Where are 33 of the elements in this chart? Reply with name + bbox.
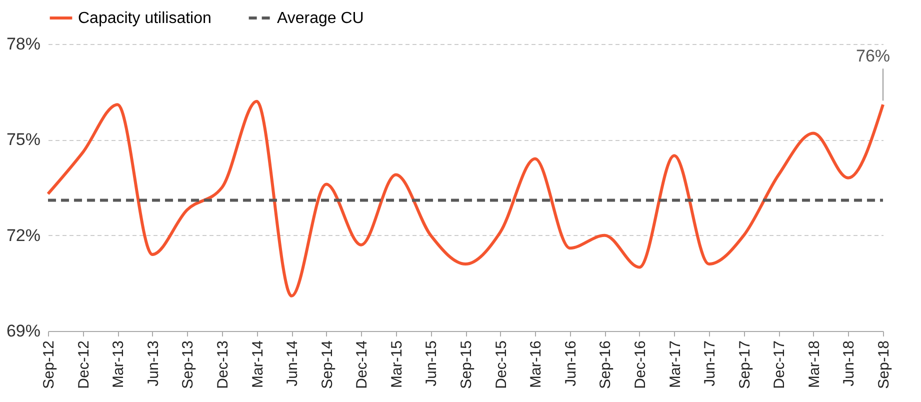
x-tick-label: Sep-12 xyxy=(40,340,58,389)
x-tick-label: Jun-16 xyxy=(562,340,580,386)
y-tick-label: 72% xyxy=(6,226,40,245)
x-tick-label: Sep-17 xyxy=(736,340,754,389)
x-tick-label: Mar-16 xyxy=(528,340,545,388)
x-tick-label: Jun-14 xyxy=(284,340,302,386)
x-tick-label: Dec-12 xyxy=(75,340,92,389)
x-tick-label: Mar-13 xyxy=(110,340,128,388)
x-tick-label: Sep-18 xyxy=(876,340,892,389)
y-tick-label: 69% xyxy=(6,322,40,340)
x-tick-label: Jun-13 xyxy=(144,340,162,386)
x-tick-label: Sep-14 xyxy=(318,340,336,389)
x-tick-label: Mar-14 xyxy=(249,340,266,388)
x-tick-label: Jun-15 xyxy=(423,340,440,386)
x-tick-label: Dec-17 xyxy=(771,340,788,389)
legend-label: Capacity utilisation xyxy=(78,10,212,27)
y-tick-label: 75% xyxy=(6,130,40,150)
x-tick-label: Jun-17 xyxy=(702,340,719,386)
line-series xyxy=(46,100,884,298)
x-tick-label: Dec-14 xyxy=(354,340,371,389)
x-tick-label: Jun-18 xyxy=(840,340,858,386)
x-tick-label: Sep-15 xyxy=(458,340,475,389)
annotation: 76% xyxy=(856,46,890,66)
x-tick-label: Mar-15 xyxy=(388,340,406,388)
x-tick-label: Dec-16 xyxy=(632,340,649,389)
x-tick-label: Dec-13 xyxy=(214,340,232,389)
y-tick-label: 78% xyxy=(6,34,40,54)
x-tick-label: Sep-13 xyxy=(180,340,197,389)
x-tick-label: Dec-15 xyxy=(492,340,510,389)
x-tick-label: Mar-17 xyxy=(666,340,684,388)
legend-label: Average CU xyxy=(277,10,364,27)
x-tick-label: Sep-16 xyxy=(597,340,614,389)
x-tick-label: Mar-18 xyxy=(806,340,823,388)
